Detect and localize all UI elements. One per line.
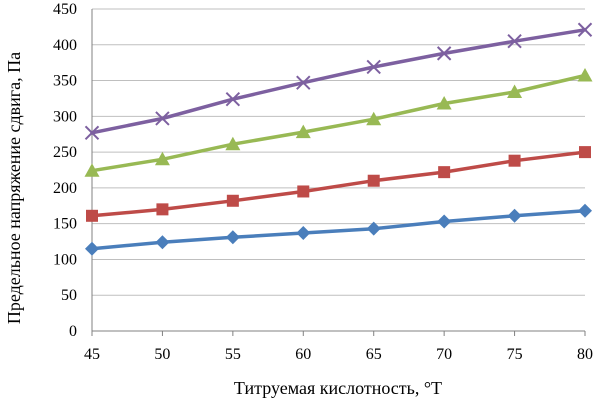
x-axis-title: Титруемая кислотность, °Т [234,378,442,398]
series-4-point-70 [436,46,452,61]
series-2-point-60 [297,185,310,198]
series-1-point-45 [85,241,99,256]
series-4-point-55 [225,91,241,107]
series-4-point-60 [296,75,311,90]
series-4-point-45 [84,125,100,140]
series-4-line [90,28,587,135]
x-axis-tick-labels: 45 50 55 60 65 70 75 80 [84,346,593,363]
series-1-point-60 [296,225,311,240]
x-tick-label-45: 45 [84,346,100,363]
x-tick-label-80: 80 [577,346,593,363]
series-4-point-65 [366,59,381,75]
series-2-point-75 [508,154,521,167]
series-3 [84,68,593,177]
series-3-point-65 [366,111,382,126]
x-tick-label-50: 50 [154,346,170,363]
y-tick-label-350: 350 [53,73,77,90]
series-1-point-50 [155,235,170,250]
y-tick-label-50: 50 [61,287,77,304]
y-tick-label-300: 300 [53,108,77,125]
series-4-point-75 [507,33,522,49]
series-3-line [90,73,587,173]
y-tick-label-100: 100 [53,251,77,268]
axes [91,9,586,336]
series-1-point-70 [437,214,452,229]
series-3-point-45 [84,163,100,177]
series-2-point-80 [579,146,591,159]
series-1-point-80 [578,203,592,218]
series-1-point-55 [225,230,240,245]
series-2-point-50 [156,203,169,216]
series-3-point-60 [295,124,311,139]
y-tick-label-150: 150 [53,216,77,233]
series-3-point-80 [577,68,593,82]
series-3-point-55 [225,136,241,151]
y-tick-label-250: 250 [53,144,77,161]
y-axis-tick-labels: 0 50 100 150 200 250 300 350 400 450 [53,1,77,340]
y-tick-label-450: 450 [53,1,77,18]
x-tick-label-55: 55 [225,346,241,363]
x-tick-label-65: 65 [366,346,382,363]
series-3-point-75 [507,84,523,99]
series-1-point-75 [507,208,522,223]
series-2-point-55 [226,194,239,207]
series-2-point-65 [367,174,380,187]
y-tick-label-200: 200 [53,180,77,197]
series-3-point-70 [436,95,452,110]
series-3-point-50 [154,151,170,166]
y-tick-label-400: 400 [53,37,77,54]
x-tick-label-60: 60 [295,346,311,363]
x-tick-label-70: 70 [436,346,452,363]
y-axis-title: Предельное напряжение сдвига, Па [4,52,24,324]
x-tick-label-75: 75 [507,346,523,363]
series-2-point-70 [438,166,451,179]
y-tick-label-0: 0 [69,323,77,340]
series-2-line [90,150,587,218]
series-2-point-45 [86,209,98,222]
series-4 [84,22,593,140]
series-4-point-80 [577,22,593,37]
series-1-point-65 [366,221,381,236]
series-2 [86,146,591,222]
series-group [84,22,593,256]
series-1-line [90,209,587,251]
series-1 [85,203,592,256]
gridlines [92,8,585,296]
series-4-point-50 [155,111,170,126]
